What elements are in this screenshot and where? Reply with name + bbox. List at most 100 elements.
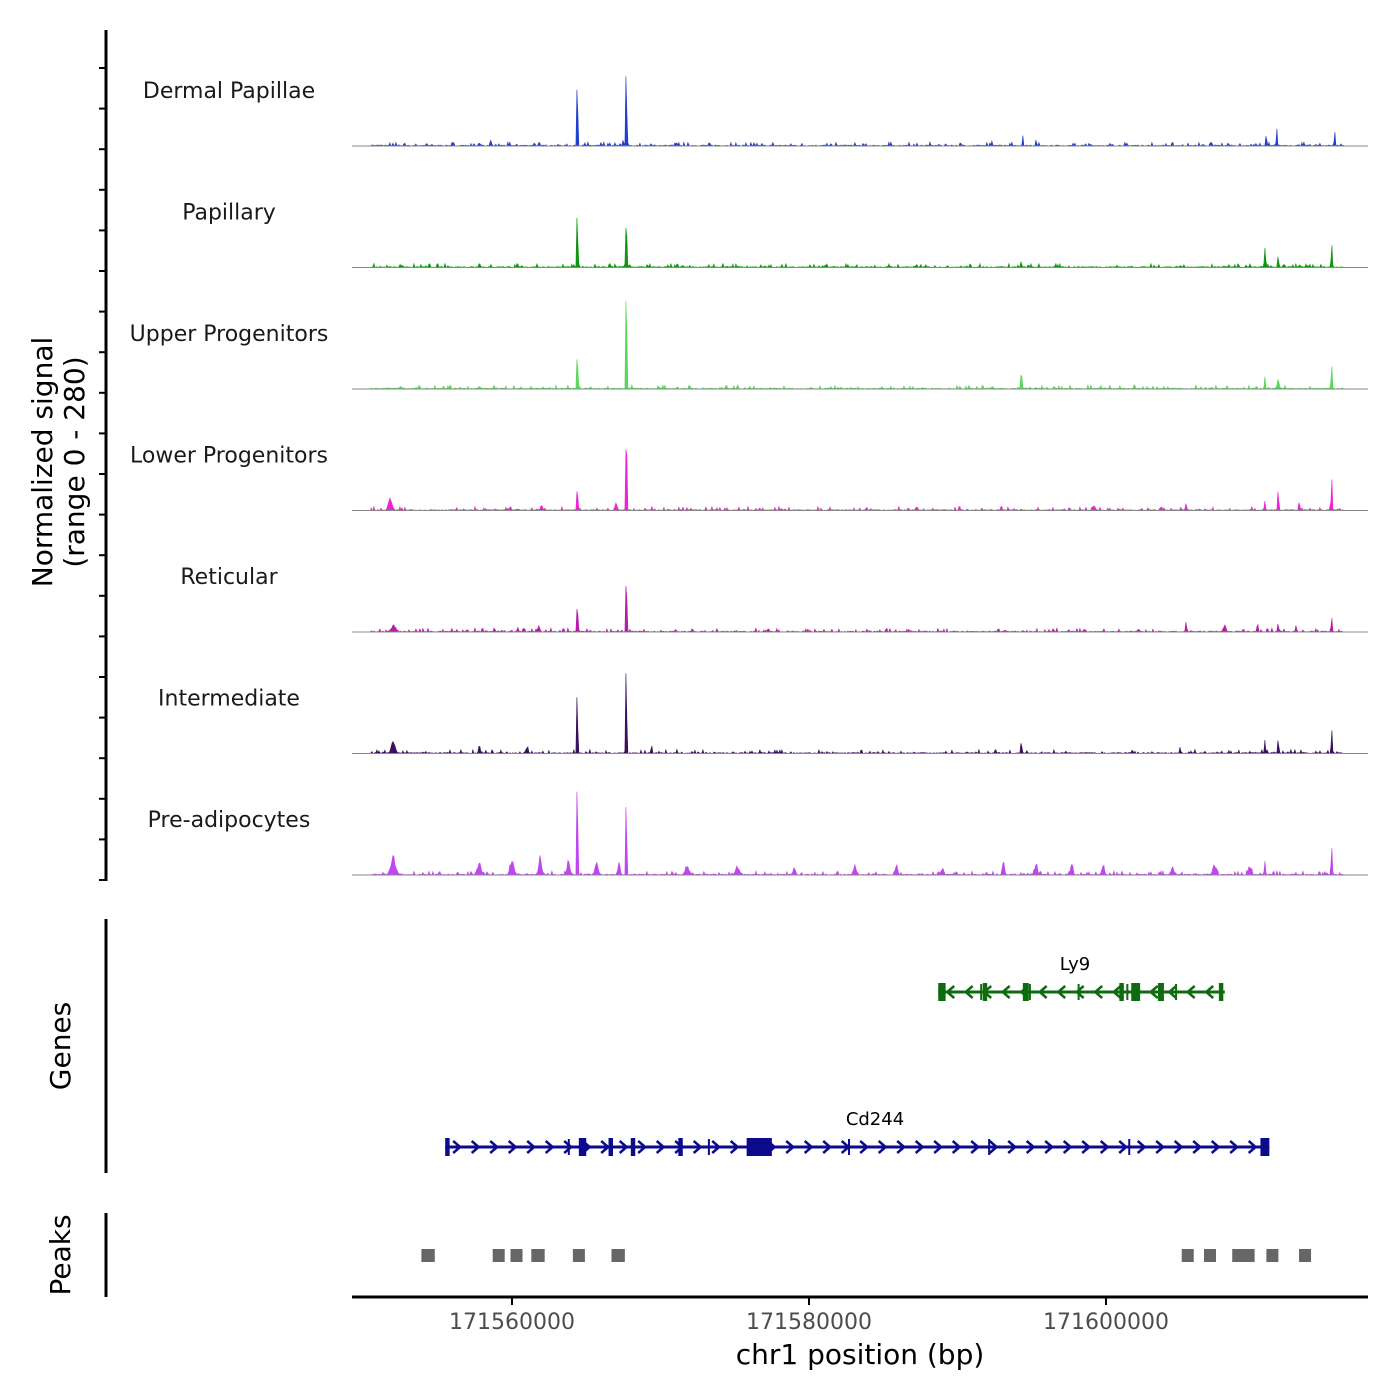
peak-block [510,1249,523,1262]
strand-arrow [711,1140,722,1154]
peak-block [1181,1249,1194,1262]
exon [445,1138,450,1156]
strand-arrow [988,1140,999,1154]
strand-arrow [600,1140,611,1154]
gene-annotations: Ly9 Cd244 [445,954,1270,1156]
x-tick-label: 171600000 [1043,1310,1169,1335]
y-axis [99,30,108,881]
peak-block [421,1249,435,1262]
track-label: Pre-adipocytes [148,808,311,833]
strand-arrow [1044,1140,1055,1154]
x-axis-ticks: 171560000 171580000 171600000 [449,1297,1169,1335]
coverage-area [370,585,1344,633]
coverage-area [370,300,1345,390]
track-label: Intermediate [158,687,300,712]
strand-arrow [1037,985,1048,999]
strand-arrow [489,1140,500,1154]
track-upper-progenitors: Upper Progenitors [130,300,1368,390]
strand-arrow [1074,985,1085,999]
strand-arrow [563,1140,574,1154]
y-axis-title: Normalized signal [26,337,59,588]
exon [746,1138,772,1156]
x-tick-label: 171560000 [449,1310,575,1335]
peak-block [1232,1249,1245,1262]
strand-arrow [1204,985,1215,999]
exon [1157,983,1164,1001]
y-axis-title-group: Normalized signal (range 0 - 280) [26,337,91,588]
exon [1260,1138,1270,1156]
strand-arrow [1056,985,1067,999]
peak-block [1242,1249,1255,1262]
exon [630,1138,636,1156]
gene-ly9: Ly9 [938,954,1225,1001]
gene-label: Cd244 [846,1109,904,1130]
strand-arrow [822,1140,833,1154]
peak-block [1266,1249,1279,1262]
strand-arrow [1247,1140,1258,1154]
strand-arrow [1148,985,1159,999]
strand-arrow [1155,1140,1166,1154]
track-label: Lower Progenitors [130,444,328,469]
strand-arrow [1210,1140,1221,1154]
strand-arrow [1081,1140,1092,1154]
track-lower-progenitors: Lower Progenitors [130,444,1368,512]
strand-arrow [1185,985,1196,999]
strand-arrow [896,1140,907,1154]
strand-arrow [526,1140,537,1154]
strand-arrow [785,1140,796,1154]
strand-arrow [470,1140,481,1154]
strand-arrow [618,1140,629,1154]
strand-arrow [1093,985,1104,999]
track-label: Dermal Papillae [143,79,315,104]
x-tick-label: 171580000 [746,1310,872,1335]
strand-arrow [729,1140,740,1154]
strand-arrow [1099,1140,1110,1154]
exon [1218,983,1224,1001]
exon [1022,983,1029,1001]
exon [678,1138,683,1156]
exon [938,983,946,1001]
track-label: Reticular [180,565,278,590]
peak-block [492,1249,505,1262]
strand-arrow [1007,1140,1018,1154]
strand-arrow [1000,985,1011,999]
coverage-area [370,791,1345,876]
exon [1119,983,1124,1001]
strand-arrow [1118,1140,1129,1154]
y-axis-range: (range 0 - 280) [58,356,91,567]
strand-arrow [933,1140,944,1154]
strand-arrow [1167,985,1178,999]
gene-label: Ly9 [1060,954,1090,975]
strand-arrow [963,985,974,999]
coverage-area [370,76,1345,147]
strand-arrow [452,1140,463,1154]
strand-arrow [859,1140,870,1154]
strand-arrow [951,1140,962,1154]
strand-arrow [1229,1140,1240,1154]
strand-arrow [1192,1140,1203,1154]
strand-arrow [914,1140,925,1154]
strand-arrow [877,1140,888,1154]
strand-arrow [655,1140,666,1154]
track-pre-adipocytes: Pre-adipocytes [148,791,1368,876]
strand-arrow [637,1140,648,1154]
strand-arrow [1025,1140,1036,1154]
peak-block [1204,1249,1217,1262]
strand-arrow [945,985,956,999]
strand-arrow [970,1140,981,1154]
peak-block [572,1249,585,1262]
coverage-area [370,673,1345,755]
track-reticular: Reticular [180,565,1368,633]
gene-cd244: Cd244 [445,1109,1270,1156]
x-axis-title: chr1 position (bp) [736,1338,985,1371]
exon [608,1138,613,1156]
track-papillary: Papillary [182,201,1368,269]
strand-arrow [1136,1140,1147,1154]
track-label: Upper Progenitors [130,322,329,347]
exon [1131,983,1141,1001]
strand-arrow [692,1140,703,1154]
strand-arrow [1062,1140,1073,1154]
coverage-area [370,217,1345,269]
strand-arrow [507,1140,518,1154]
strand-arrow [544,1140,555,1154]
